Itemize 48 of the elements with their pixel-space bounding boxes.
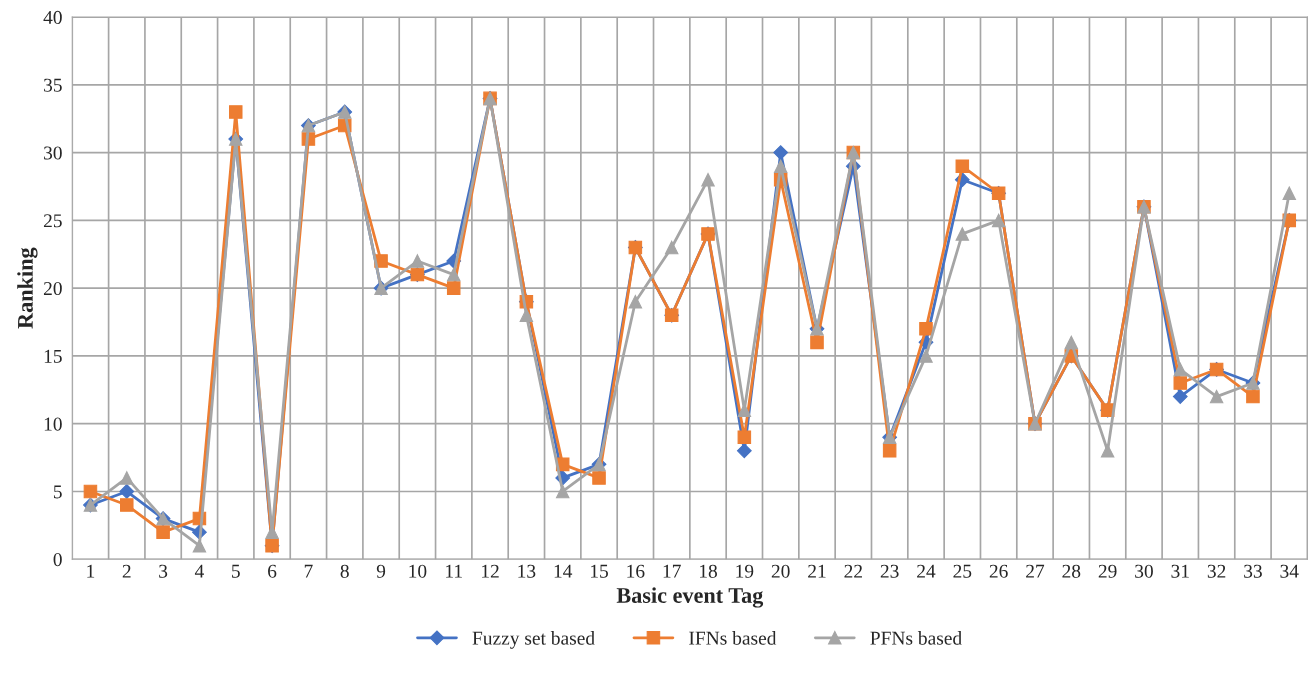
x-tick-label: 15 — [591, 564, 608, 578]
x-tick-label: 6 — [268, 564, 277, 578]
y-tick-label: 10 — [44, 417, 62, 431]
x-tick-label: 27 — [1026, 564, 1045, 578]
x-tick-label: 20 — [771, 564, 790, 578]
legend-label: PFNs based — [870, 631, 962, 645]
y-tick-label: 15 — [44, 349, 62, 363]
x-tick-label: 25 — [953, 564, 972, 578]
y-axis-title: Ranking — [17, 247, 38, 329]
x-tick-label: 5 — [232, 564, 240, 578]
y-tick-label: 0 — [53, 553, 62, 567]
x-tick-label: 7 — [304, 564, 313, 578]
x-tick-label: 3 — [159, 564, 168, 578]
x-tick-label: 17 — [663, 564, 681, 578]
x-tick-label: 33 — [1244, 564, 1262, 578]
legend-label: IFNs based — [689, 631, 777, 645]
x-tick-label: 19 — [736, 564, 754, 578]
y-tick-label: 40 — [43, 10, 62, 24]
x-tick-label: 14 — [554, 564, 573, 578]
x-tick-label: 23 — [880, 564, 899, 578]
y-tick-label: 25 — [43, 214, 62, 228]
x-tick-label: 9 — [376, 564, 386, 578]
x-tick-label: 12 — [482, 564, 499, 578]
x-tick-label: 4 — [194, 564, 204, 578]
y-tick-label: 30 — [44, 146, 62, 160]
x-tick-label: 22 — [844, 564, 862, 578]
x-axis-title: Basic event Tag — [616, 587, 764, 608]
y-tick-label: 20 — [43, 281, 62, 296]
y-tick-label: 35 — [44, 78, 62, 92]
x-tick-label: 8 — [340, 564, 349, 578]
x-tick-label: 1 — [87, 564, 95, 578]
x-tick-label: 18 — [700, 564, 717, 578]
x-tick-label: 30 — [1135, 564, 1153, 578]
x-tick-label: 28 — [1062, 564, 1081, 578]
x-tick-label: 34 — [1280, 564, 1299, 578]
legend-label: Fuzzy set based — [472, 631, 595, 649]
y-tick-label: 5 — [53, 485, 62, 499]
x-tick-label: 29 — [1098, 564, 1117, 578]
x-tick-label: 21 — [808, 564, 826, 578]
x-tick-label: 32 — [1207, 564, 1226, 578]
x-tick-label: 16 — [627, 564, 645, 578]
x-tick-label: 31 — [1171, 564, 1189, 578]
x-tick-label: 24 — [917, 564, 936, 578]
x-tick-label: 26 — [989, 564, 1008, 578]
x-tick-label: 13 — [518, 564, 536, 578]
x-tick-label: 11 — [446, 564, 462, 578]
x-tick-label: 10 — [409, 564, 427, 578]
x-tick-label: 2 — [122, 564, 131, 578]
